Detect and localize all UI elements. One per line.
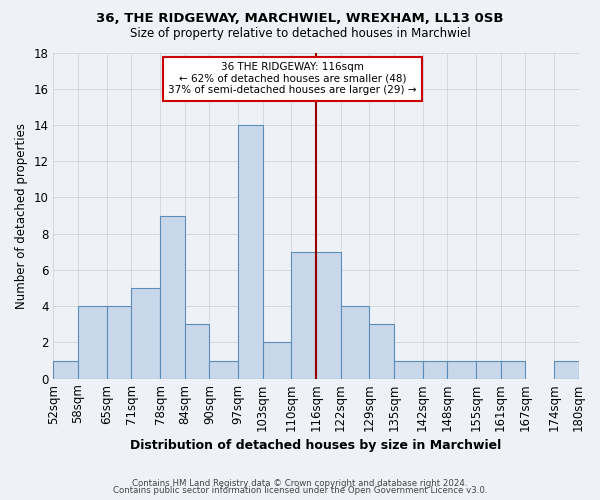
Text: 36, THE RIDGEWAY, MARCHWIEL, WREXHAM, LL13 0SB: 36, THE RIDGEWAY, MARCHWIEL, WREXHAM, LL… [96, 12, 504, 26]
Bar [316, 252, 341, 378]
Bar [78, 306, 107, 378]
Bar [53, 360, 78, 378]
Bar [422, 360, 447, 378]
Bar [292, 252, 316, 378]
Text: Size of property relative to detached houses in Marchwiel: Size of property relative to detached ho… [130, 28, 470, 40]
Bar [500, 360, 525, 378]
Bar [160, 216, 185, 378]
Text: 36 THE RIDGEWAY: 116sqm
← 62% of detached houses are smaller (48)
37% of semi-de: 36 THE RIDGEWAY: 116sqm ← 62% of detache… [168, 62, 416, 96]
Bar [131, 288, 160, 378]
Bar [394, 360, 422, 378]
Text: Contains HM Land Registry data © Crown copyright and database right 2024.: Contains HM Land Registry data © Crown c… [132, 478, 468, 488]
X-axis label: Distribution of detached houses by size in Marchwiel: Distribution of detached houses by size … [130, 440, 502, 452]
Bar [369, 324, 394, 378]
Bar [263, 342, 292, 378]
Bar [185, 324, 209, 378]
Bar [476, 360, 500, 378]
Y-axis label: Number of detached properties: Number of detached properties [15, 122, 28, 308]
Bar [554, 360, 578, 378]
Bar [341, 306, 369, 378]
Text: Contains public sector information licensed under the Open Government Licence v3: Contains public sector information licen… [113, 486, 487, 495]
Bar [238, 125, 263, 378]
Bar [107, 306, 131, 378]
Bar [447, 360, 476, 378]
Bar [209, 360, 238, 378]
